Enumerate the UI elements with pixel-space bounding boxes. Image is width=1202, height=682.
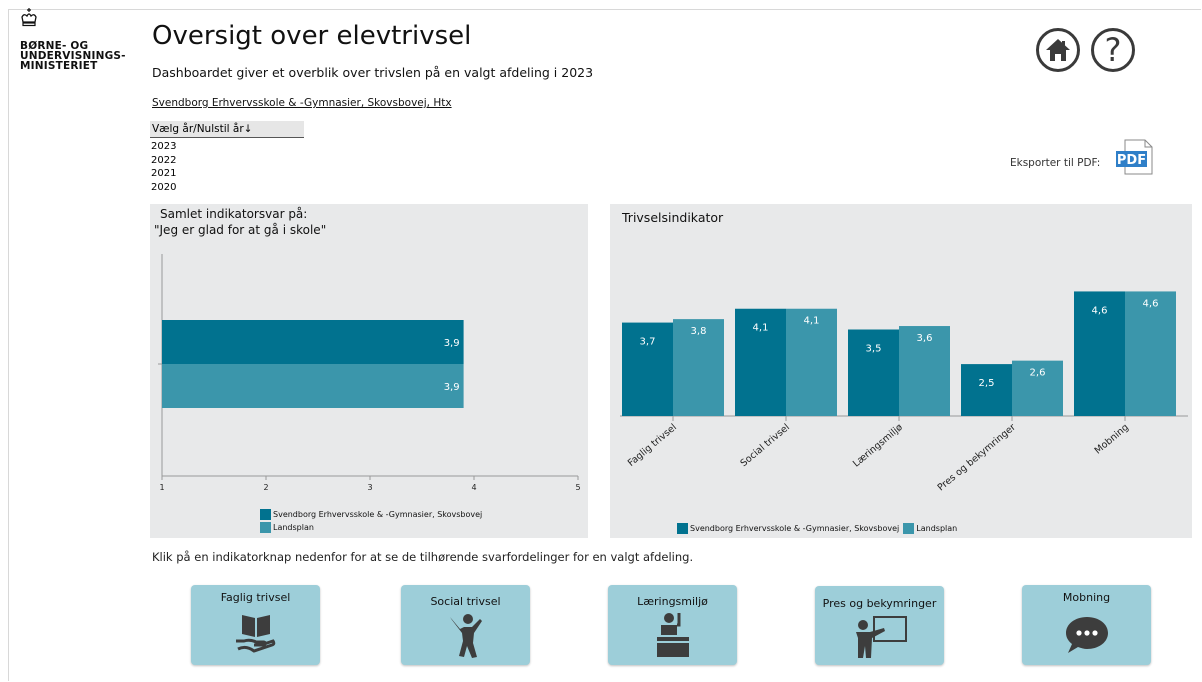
bar-school [162, 320, 464, 364]
legend-swatch-school [260, 509, 271, 520]
page-title: Oversigt over elevtrivsel [152, 21, 472, 51]
student-desk-icon [656, 613, 689, 657]
legend-item-school-right: Svendborg Erhvervsskole & -Gymnasier, Sk… [677, 523, 957, 534]
pres-og-bekymringer-button[interactable]: Pres og bekymringer [815, 586, 944, 665]
logo-line-3: MINISTERIET [20, 60, 98, 72]
bar-school [848, 329, 899, 416]
legend-label-school-right: Svendborg Erhvervsskole & -Gymnasier, Sk… [690, 524, 900, 533]
x-tick-label: Mobning [1093, 422, 1131, 457]
legend-swatch-national-right [903, 523, 915, 534]
legend-item-school: Svendborg Erhvervsskole & -Gymnasier, Sk… [260, 509, 482, 520]
x-tick-label: Social trivsel [739, 422, 792, 469]
right-chart-title: Trivselsindikator [622, 210, 724, 225]
home-button[interactable] [1036, 28, 1080, 72]
left-chart-panel: Samlet indikatorsvar på: "Jeg er glad fo… [150, 204, 588, 538]
bar-national [162, 364, 464, 408]
year-filter-header[interactable]: Vælg år/Nulstil år↓ [150, 121, 304, 138]
help-icon: ? [1105, 33, 1122, 67]
instruction-text: Klik på en indikatorknap nedenfor for at… [152, 550, 694, 564]
bar-value-label: 4,6 [1092, 305, 1108, 316]
year-option[interactable]: 2020 [151, 181, 177, 193]
left-chart-title-line2: "Jeg er glad for at gå i skole" [154, 223, 327, 237]
x-tick-label: 2 [263, 483, 268, 492]
x-tick-label: Faglig trivsel [626, 422, 679, 469]
book-hand-icon [235, 615, 275, 653]
year-option[interactable]: 2022 [151, 154, 177, 166]
social-trivsel-button[interactable]: Social trivsel [401, 585, 530, 665]
bar-value-label: 2,6 [1030, 368, 1046, 379]
mobning-label: Mobning [1062, 591, 1111, 604]
left-chart-title-line1: Samlet indikatorsvar på: [160, 207, 308, 221]
speech-bubble-icon [1065, 617, 1108, 653]
bar-national [1125, 291, 1176, 416]
bar-school [961, 364, 1012, 416]
legend-swatch-school-right [677, 523, 688, 534]
teacher-board-icon [855, 616, 907, 658]
bar-national [673, 319, 724, 416]
bar-value-label: 4,6 [1143, 298, 1159, 309]
dashboard-frame [8, 9, 1201, 681]
svg-text:PDF: PDF [1117, 153, 1146, 168]
x-tick-label: 4 [471, 483, 476, 492]
year-option[interactable]: 2023 [151, 141, 177, 152]
home-icon [1046, 39, 1070, 61]
faglig-trivsel-label: Faglig trivsel [220, 591, 291, 604]
school-name: Svendborg Erhvervsskole & -Gymnasier, Sk… [152, 97, 452, 109]
laeringsmiljo-label: Læringsmiljø [637, 595, 708, 608]
bar-value-label: 3,7 [640, 337, 656, 348]
bar-school [735, 308, 786, 416]
year-filter-label: Vælg år/Nulstil år [152, 123, 244, 135]
mobning-button[interactable]: Mobning [1022, 585, 1151, 665]
x-tick-label: Pres og bekymringer [936, 422, 1018, 494]
page-subtitle: Dashboardet giver et overblik over trivs… [152, 65, 594, 80]
help-button[interactable]: ? [1091, 28, 1135, 72]
export-label: Eksporter til PDF: [1010, 157, 1101, 169]
legend-label-school: Svendborg Erhvervsskole & -Gymnasier, Sk… [273, 510, 483, 519]
arrow-down-icon: ↓ [243, 123, 253, 135]
x-tick-label: 3 [367, 483, 372, 492]
faglig-trivsel-button[interactable]: Faglig trivsel [191, 585, 320, 665]
bar-national [786, 308, 837, 416]
left-bar-chart: 1 2 3 4 5 3,9 3,9 [158, 254, 581, 492]
x-tick-label: 5 [575, 483, 580, 492]
bar-value-label: 3,8 [691, 326, 707, 337]
year-option[interactable]: 2021 [151, 168, 177, 179]
social-trivsel-label: Social trivsel [430, 595, 501, 608]
legend-item-national: Landsplan [260, 522, 314, 533]
legend-label-national-right: Landsplan [916, 524, 958, 533]
bar-value-label: 2,5 [979, 378, 995, 389]
person-jumping-icon [449, 614, 482, 658]
bar-national [899, 326, 950, 416]
x-tick-label: 1 [159, 483, 164, 492]
legend-label-national: Landsplan [273, 523, 314, 532]
right-bar-chart: 3,7 3,8 Faglig trivsel 4,1 4,1 Social trivsel… [620, 291, 1188, 494]
bar-value-label: 4,1 [804, 316, 820, 327]
bar-value-label: 3,9 [444, 338, 460, 349]
x-tick-label: Læringsmiljø [851, 422, 905, 470]
year-list: 2023 2022 2021 2020 [151, 140, 176, 194]
svg-text:?: ? [1105, 33, 1122, 67]
bar-national [1012, 360, 1063, 416]
laeringsmiljo-button[interactable]: Læringsmiljø [608, 585, 737, 665]
bar-value-label: 3,6 [917, 333, 933, 344]
bar-value-label: 3,9 [444, 382, 460, 393]
bar-value-label: 3,5 [866, 344, 882, 355]
crown-icon [21, 8, 37, 27]
export-pdf-button[interactable]: PDF [1115, 139, 1153, 175]
right-chart-panel: Trivselsindikator 3,7 3,8 Faglig trivsel 4,… [610, 204, 1192, 538]
ministry-logo: BØRNE- OG UNDERVISNINGS- MINISTERIET [20, 8, 140, 71]
logo-line-1: BØRNE- OG [20, 40, 89, 52]
bar-value-label: 4,1 [753, 323, 769, 334]
pres-og-bekymringer-label: Pres og bekymringer [822, 597, 937, 610]
legend-swatch-national [260, 522, 271, 533]
pdf-icon: PDF [1116, 139, 1153, 175]
bar-school [622, 322, 673, 416]
logo-line-2: UNDERVISNINGS- [20, 50, 126, 62]
bar-school [1074, 291, 1125, 416]
